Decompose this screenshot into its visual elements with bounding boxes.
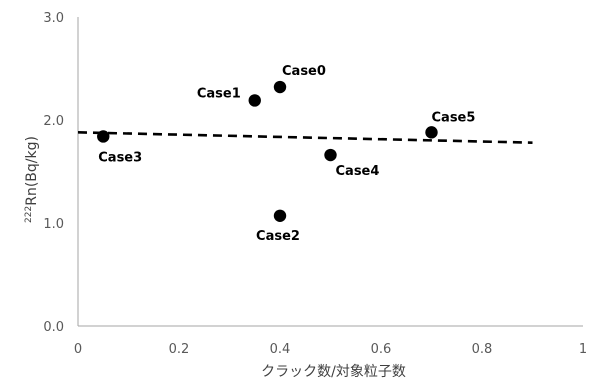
point-labels: Case0 Case1 Case2 Case3 Case4 Case5 — [98, 64, 475, 244]
x-tick-label: 0.4 — [270, 342, 291, 357]
y-tick-labels: 0.0 1.0 2.0 3.0 — [43, 11, 64, 335]
data-label-case0: Case0 — [282, 64, 326, 79]
x-tick-label: 0.6 — [371, 342, 392, 357]
data-label-case3: Case3 — [98, 150, 142, 165]
data-label-case1: Case1 — [197, 86, 241, 101]
x-tick-labels: 0 0.2 0.4 0.6 0.8 1 — [74, 342, 587, 357]
data-label-case4: Case4 — [336, 164, 380, 179]
y-tick-label: 0.0 — [43, 320, 64, 335]
trendline — [77, 131, 533, 144]
data-points — [97, 80, 438, 222]
data-label-case2: Case2 — [256, 229, 300, 244]
data-label-case5: Case5 — [432, 110, 476, 125]
y-tick-label: 2.0 — [43, 114, 64, 129]
data-point-case0 — [273, 80, 287, 94]
y-tick-label: 3.0 — [43, 11, 64, 26]
y-axis-title-main: Rn(Bq/kg) — [24, 136, 40, 206]
x-axis-title: クラック数/対象粒子数 — [261, 364, 406, 380]
x-tick-label: 0.8 — [472, 342, 493, 357]
x-tick-label: 1 — [579, 342, 587, 357]
y-tick-label: 1.0 — [43, 217, 64, 232]
data-point-case4 — [324, 148, 337, 162]
x-tick-label: 0.2 — [169, 342, 190, 357]
x-tick-label: 0 — [74, 342, 82, 357]
data-point-case3 — [97, 130, 110, 143]
data-point-case5 — [425, 126, 438, 139]
data-point-case2 — [273, 209, 287, 222]
y-axis-title-superscript: 222 — [24, 206, 34, 223]
y-axis-title: 222Rn(Bq/kg) — [24, 136, 40, 223]
data-point-case1 — [248, 94, 261, 107]
